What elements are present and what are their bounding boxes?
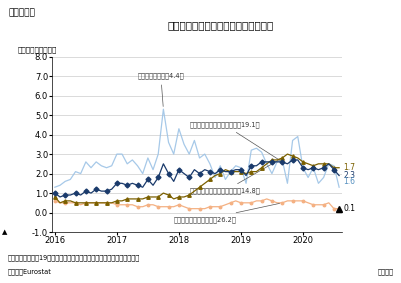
Text: （前年同月比、％）: （前年同月比、％） bbox=[18, 46, 57, 53]
Text: （図表３）: （図表３） bbox=[8, 8, 35, 18]
Text: 0.1: 0.1 bbox=[342, 204, 354, 213]
Text: 1.7: 1.7 bbox=[342, 163, 354, 172]
Text: （資料）Eurostat: （資料）Eurostat bbox=[8, 269, 52, 275]
Text: 財（エネルギー除く）〔26.2〕: 財（エネルギー除く）〔26.2〕 bbox=[173, 203, 279, 223]
Text: うち加工食品・アルコール〔14.8〕: うち加工食品・アルコール〔14.8〕 bbox=[189, 159, 279, 194]
Text: 飲食料（アルコール含む）〔19.1〕: 飲食料（アルコール含む）〔19.1〕 bbox=[189, 121, 279, 160]
Text: （注）ユーロ圏は19か国のデータ、〔〕内は総合指数に対するウェイト: （注）ユーロ圏は19か国のデータ、〔〕内は総合指数に対するウェイト bbox=[8, 255, 140, 261]
Text: （月次）: （月次） bbox=[377, 269, 393, 275]
Text: うち未加工食品〔4.4〕: うち未加工食品〔4.4〕 bbox=[137, 73, 184, 106]
Text: 2.3: 2.3 bbox=[342, 171, 354, 180]
Text: ユーロ圏の飲食料価格の上昇率と内訳: ユーロ圏の飲食料価格の上昇率と内訳 bbox=[168, 20, 273, 30]
Text: 1.6: 1.6 bbox=[342, 177, 354, 186]
Text: ▲: ▲ bbox=[2, 229, 7, 235]
